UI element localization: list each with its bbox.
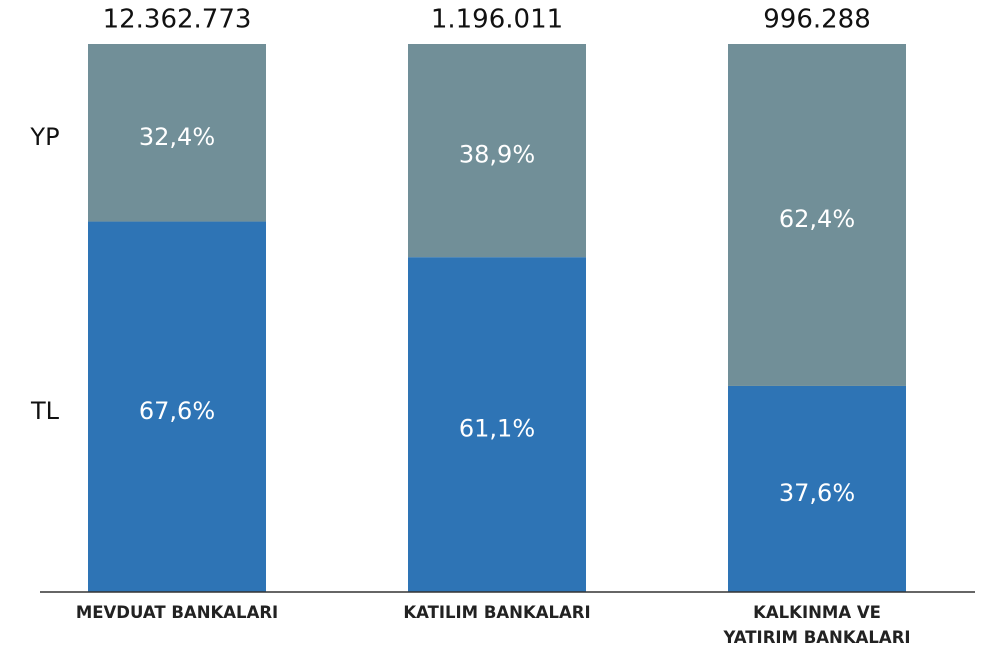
value-label: 62,4% [779,205,855,233]
value-label: 38,9% [459,141,535,169]
bar-segment [728,44,906,386]
total-label: 1.196.011 [431,5,563,35]
value-label: 32,4% [139,123,215,151]
total-label: 996.288 [763,5,871,35]
bar-segment [408,257,586,592]
value-label: 67,6% [139,397,215,425]
bar-segment [88,44,266,222]
category-label: KALKINMA VE YATIRIM BANKALARI [723,603,911,647]
value-label: 37,6% [779,479,855,507]
category-label: KATILIM BANKALARI [403,603,591,622]
bar-segment [408,44,586,258]
value-label: 61,1% [459,415,535,443]
bar-segment [728,385,906,592]
series-label: YP [29,123,59,151]
category-label: MEVDUAT BANKALARI [75,603,279,622]
bar-segment [88,221,266,592]
series-label: TL [30,397,60,425]
total-label: 12.362.773 [103,5,252,35]
